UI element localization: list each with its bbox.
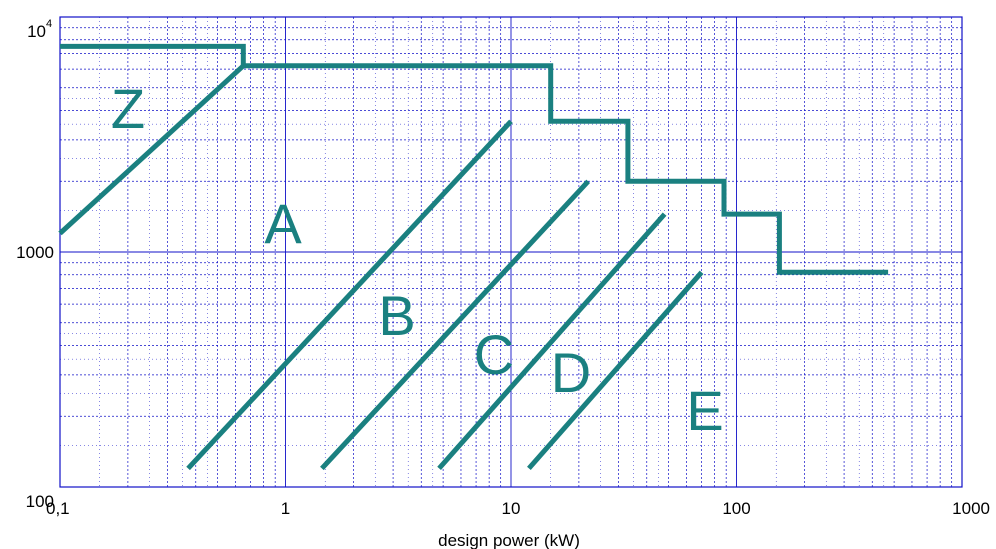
y-tick-label: 10 [27,22,46,41]
plot-frame [59,16,963,488]
x-tick-label: 1000 [952,499,990,518]
x-tick-label: 100 [722,499,750,518]
region-label-z: Z [111,77,145,140]
y-tick-label: 1000 [16,243,54,262]
series-layer [58,43,889,471]
series-line-0 [58,63,245,236]
series-line-2 [320,179,591,471]
x-tick-label: 10 [502,499,521,518]
series-line-3 [437,212,667,471]
major-gridlines [60,17,962,487]
region-label-d: D [551,341,591,404]
region-label-e: E [686,379,723,442]
series-line-4 [527,270,704,471]
y-tick-label: 100 [26,492,54,511]
x-tick-label: 0,1 [46,499,70,518]
x-tick-label: 1 [281,499,290,518]
region-label-a: A [264,192,302,255]
region-labels: Z A BC D E [111,77,724,442]
region-label-c: C [474,323,514,386]
x-tick-labels: 0,1 1 10 100 1000 [46,499,990,518]
x-axis-label: design power (kW) [438,531,580,549]
region-label-b: B [378,284,415,347]
y-tick-labels: 100 1000 10 4 [16,18,54,511]
y-tick-exponent: 4 [46,18,52,30]
series-line-1 [186,119,513,471]
series-line-5 [60,43,889,275]
